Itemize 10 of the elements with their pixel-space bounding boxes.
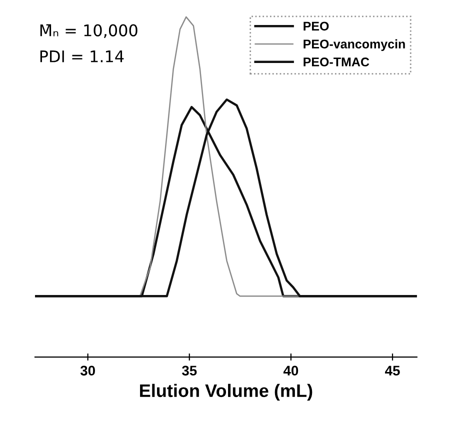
x-tick-label: 40 [283,366,298,376]
x-axis-title: Elution Volume (mL) [140,384,312,401]
legend-label: PEO-vancomycin [304,39,405,51]
annotation: PDI = 1.14 [40,50,124,62]
x-tick-label: 30 [80,366,95,376]
annotation: M̄ₙ = 10,000 [40,24,138,38]
x-tick-label: 45 [385,366,400,376]
legend-label: PEO [304,22,329,31]
legend-label: PEO-TMAC [304,58,370,66]
x-tick-label: 35 [182,366,197,376]
